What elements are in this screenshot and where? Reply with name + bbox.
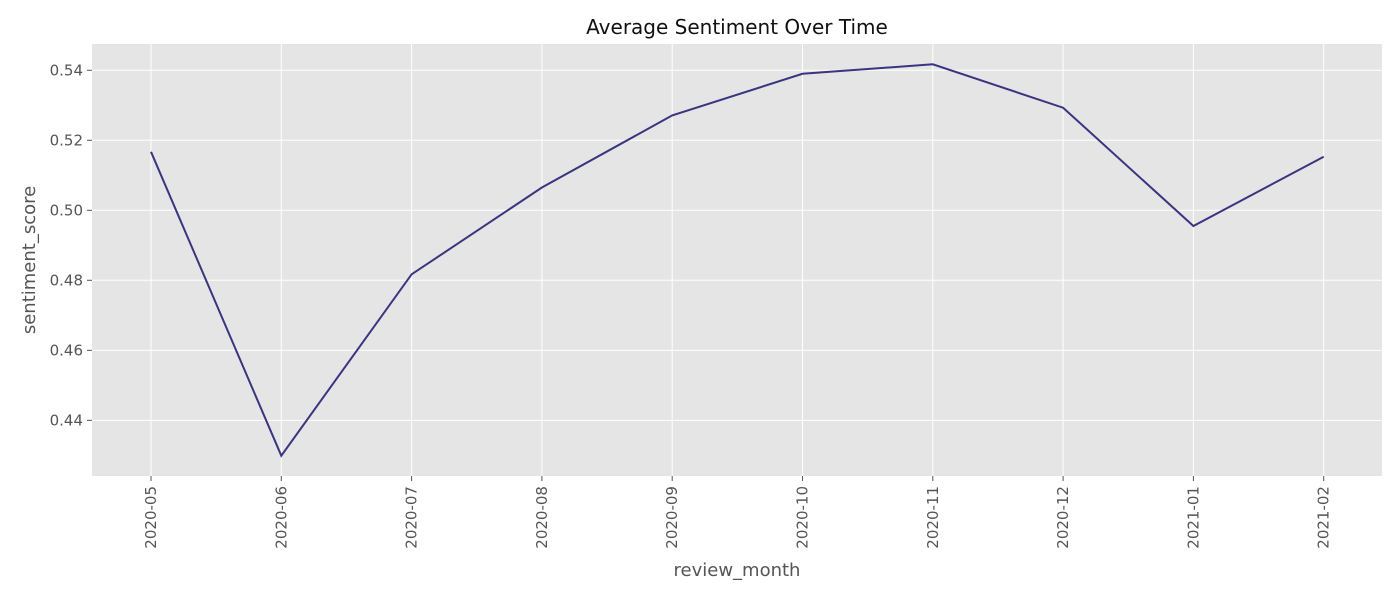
x-tick-label: 2020-08 <box>533 486 551 549</box>
x-tick-label: 2020-10 <box>794 486 812 549</box>
y-tick-label: 0.54 <box>50 61 83 79</box>
x-tick-label: 2020-06 <box>272 486 290 549</box>
plot-background <box>92 44 1382 476</box>
x-tick-label: 2020-07 <box>403 486 421 549</box>
x-tick-label: 2021-01 <box>1184 486 1202 549</box>
series-layer <box>150 63 1325 458</box>
x-tick-label: 2020-11 <box>924 486 942 549</box>
y-tick-label: 0.48 <box>50 271 83 289</box>
chart-title: Average Sentiment Over Time <box>586 15 888 39</box>
x-tick-label: 2020-12 <box>1054 486 1072 549</box>
sentiment-line <box>150 63 1325 458</box>
y-axis-label: sentiment_score <box>19 186 40 334</box>
y-tick-label: 0.44 <box>50 411 83 429</box>
x-tick-label: 2020-09 <box>663 486 681 549</box>
x-axis-label: review_month <box>674 560 801 581</box>
axis-layer: 2020-05 2020-06 2020-07 2020-08 2020-09 2020-… <box>50 61 1333 548</box>
y-tick-label: 0.52 <box>50 131 83 149</box>
y-tick-label: 0.46 <box>50 341 83 359</box>
x-tick-label: 2020-05 <box>142 486 160 549</box>
x-tick-label: 2021-02 <box>1315 486 1333 549</box>
y-tick-label: 0.50 <box>50 201 83 219</box>
